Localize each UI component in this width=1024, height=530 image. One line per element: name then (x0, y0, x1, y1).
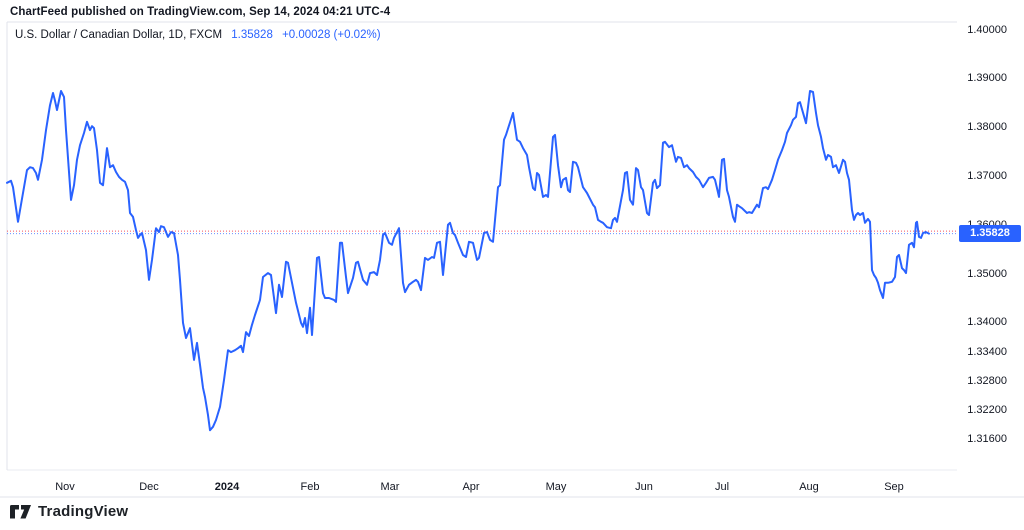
current-price-badge: 1.35828 (959, 225, 1021, 243)
time-tick-label: Nov (55, 481, 75, 493)
legend-last-price: 1.35828 (231, 29, 273, 41)
legend-price-change: +0.00028 (+0.02%) (282, 29, 381, 41)
price-tick-label: 1.35000 (967, 267, 1007, 280)
price-tick-label: 1.32800 (967, 374, 1007, 387)
time-tick-label: Jul (714, 481, 730, 493)
price-tick-label: 1.33400 (967, 345, 1007, 358)
symbol-title: U.S. Dollar / Canadian Dollar, 1D, FXCM (15, 29, 223, 41)
time-tick-label: Feb (300, 481, 320, 493)
time-tick-label: Jun (635, 481, 653, 493)
price-tick-label: 1.40000 (967, 23, 1007, 36)
tradingview-logo-icon (10, 504, 31, 519)
price-tick-label: 1.31600 (967, 433, 1007, 446)
price-tick-label: 1.34000 (967, 316, 1007, 329)
time-tick-label: 2024 (214, 481, 240, 493)
price-tick-label: 1.39000 (967, 72, 1007, 85)
time-tick-label: May (545, 481, 567, 493)
price-tick-label: 1.37000 (967, 169, 1007, 182)
price-tick-label: 1.38000 (967, 121, 1007, 134)
tradingview-attribution[interactable]: TradingView (10, 503, 128, 520)
time-tick-label: Sep (884, 481, 904, 493)
price-tick-label: 1.32200 (967, 404, 1007, 417)
time-tick-label: Dec (139, 481, 159, 493)
time-tick-label: Aug (799, 481, 819, 493)
time-tick-label: Apr (462, 481, 480, 493)
attribution-text: ChartFeed published on TradingView.com, … (10, 6, 391, 18)
symbol-legend[interactable]: U.S. Dollar / Canadian Dollar, 1D, FXCM … (15, 29, 381, 41)
tradingview-wordmark: TradingView (38, 503, 129, 520)
time-tick-label: Mar (380, 481, 400, 493)
